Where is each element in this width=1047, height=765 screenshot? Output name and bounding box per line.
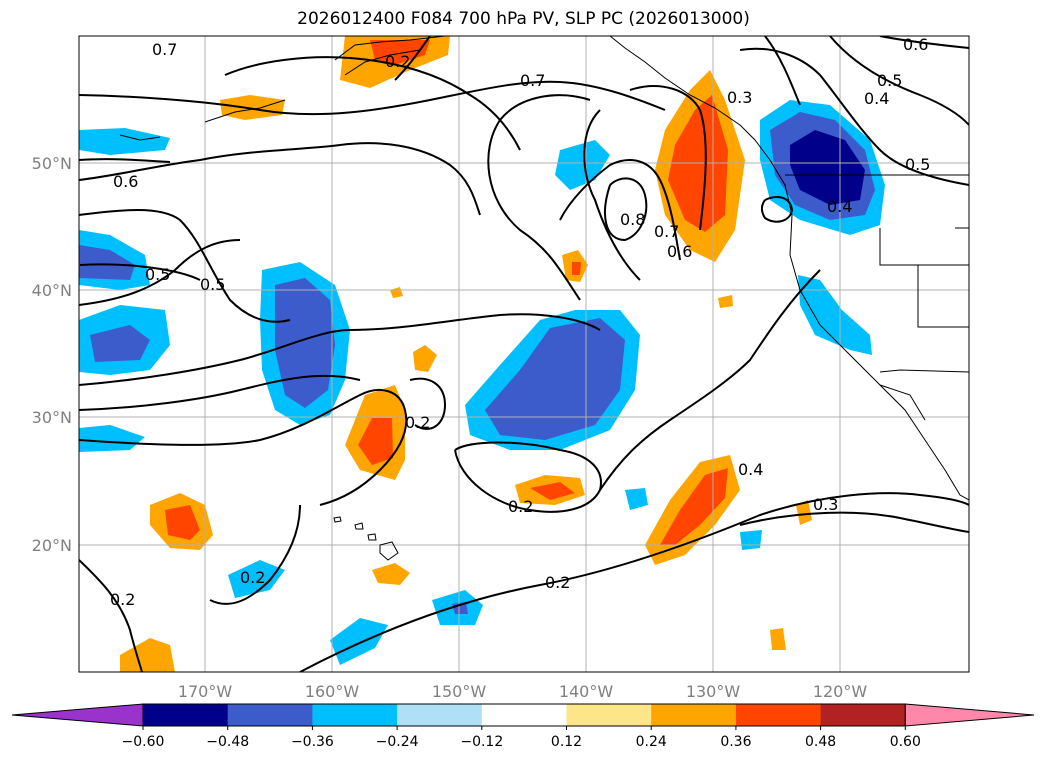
- contour-label: 0.5: [877, 71, 902, 90]
- lat-label: 20°N: [32, 536, 72, 555]
- contour-label: 0.8: [620, 210, 645, 229]
- map-title: 2026012400 F084 700 hPa PV, SLP PC (2026…: [297, 9, 750, 29]
- colorbar-tick-label: 0.24: [636, 734, 667, 750]
- colorbar-segment: [481, 704, 567, 726]
- coastlines: [119, 36, 969, 501]
- contour-label: 0.2: [405, 413, 430, 432]
- colorbar-extend-high: [904, 703, 1035, 727]
- pv-negative-fill: [79, 100, 885, 665]
- contour-label: 0.2: [110, 590, 135, 609]
- contour-label: 0.2: [545, 573, 570, 592]
- pv-positive-fill: [120, 36, 812, 672]
- colorbar-tick-label: 0.60: [890, 734, 921, 750]
- contour-labels: 0.7 0.7 0.6 0.6 0.5 0.5 0.5 0.4 0.4 0.3 …: [110, 35, 930, 609]
- colorbar-frame: [142, 703, 906, 727]
- contour-label: 0.4: [864, 89, 889, 108]
- contour-label: 0.2: [508, 497, 533, 516]
- contour-label: 0.7: [152, 40, 177, 59]
- map-plot-area: 0.7 0.7 0.6 0.6 0.5 0.5 0.5 0.4 0.4 0.3 …: [79, 35, 969, 672]
- colorbar-segments: [11, 703, 1035, 727]
- colorbar-segment: [735, 704, 822, 726]
- colorbar-tick-label: −0.24: [376, 734, 419, 750]
- contour-label: 0.6: [113, 172, 138, 191]
- lon-label: 170°W: [178, 682, 233, 701]
- colorbar-tick-label: −0.12: [460, 734, 503, 750]
- colorbar-extend-low: [11, 703, 144, 727]
- colorbar-tick-label: 0.48: [805, 734, 836, 750]
- contour-label: 0.3: [813, 495, 838, 514]
- hawaii-islands: [333, 516, 399, 561]
- colorbar-tick-label: 0.12: [551, 734, 582, 750]
- gridlines: [79, 36, 969, 672]
- colorbar-segment: [651, 704, 737, 726]
- colorbar-segment: [312, 704, 398, 726]
- lon-label: 150°W: [432, 682, 487, 701]
- lon-label: 130°W: [686, 682, 741, 701]
- colorbar-tick-label: −0.36: [291, 734, 334, 750]
- colorbar-tick-label: 0.36: [720, 734, 751, 750]
- colorbar-ticks: −0.60 −0.48 −0.36 −0.24 −0.12 0.12 0.24 0.36 0.4…: [122, 726, 921, 750]
- contour-label: 0.4: [827, 197, 852, 216]
- contour-label: 0.2: [240, 568, 265, 587]
- longitude-labels: 170°W 160°W 150°W 140°W 130°W 120°W: [178, 682, 868, 701]
- colorbar: −0.60 −0.48 −0.36 −0.24 −0.12 0.12 0.24 0.36 0.4…: [11, 703, 1035, 750]
- contour-label: 0.7: [654, 222, 679, 241]
- contour-label: 0.7: [520, 71, 545, 90]
- contour-label: 0.2: [385, 52, 410, 71]
- contour-label: 0.3: [727, 88, 752, 107]
- contour-label: 0.5: [905, 155, 930, 174]
- lat-label: 30°N: [32, 408, 72, 427]
- colorbar-segment: [143, 704, 229, 726]
- plot-frame: [78, 35, 970, 673]
- contour-label: 0.5: [145, 265, 170, 284]
- lat-label: 40°N: [32, 281, 72, 300]
- contour-label: 0.6: [667, 242, 692, 261]
- colorbar-segment: [227, 704, 313, 726]
- lon-label: 120°W: [813, 682, 868, 701]
- colorbar-segment: [820, 704, 906, 726]
- colorbar-tick-label: −0.60: [122, 734, 165, 750]
- contour-label: 0.4: [738, 460, 763, 479]
- slp-contours: [79, 36, 969, 672]
- lat-label: 50°N: [32, 154, 72, 173]
- lon-label: 140°W: [559, 682, 614, 701]
- colorbar-tick-label: −0.48: [206, 734, 249, 750]
- colorbar-segment: [397, 704, 483, 726]
- latitude-labels: 50°N 40°N 30°N 20°N: [32, 154, 72, 555]
- contour-label: 0.5: [200, 275, 225, 294]
- lon-label: 160°W: [305, 682, 360, 701]
- colorbar-segment: [566, 704, 652, 726]
- contour-label: 0.6: [903, 35, 928, 54]
